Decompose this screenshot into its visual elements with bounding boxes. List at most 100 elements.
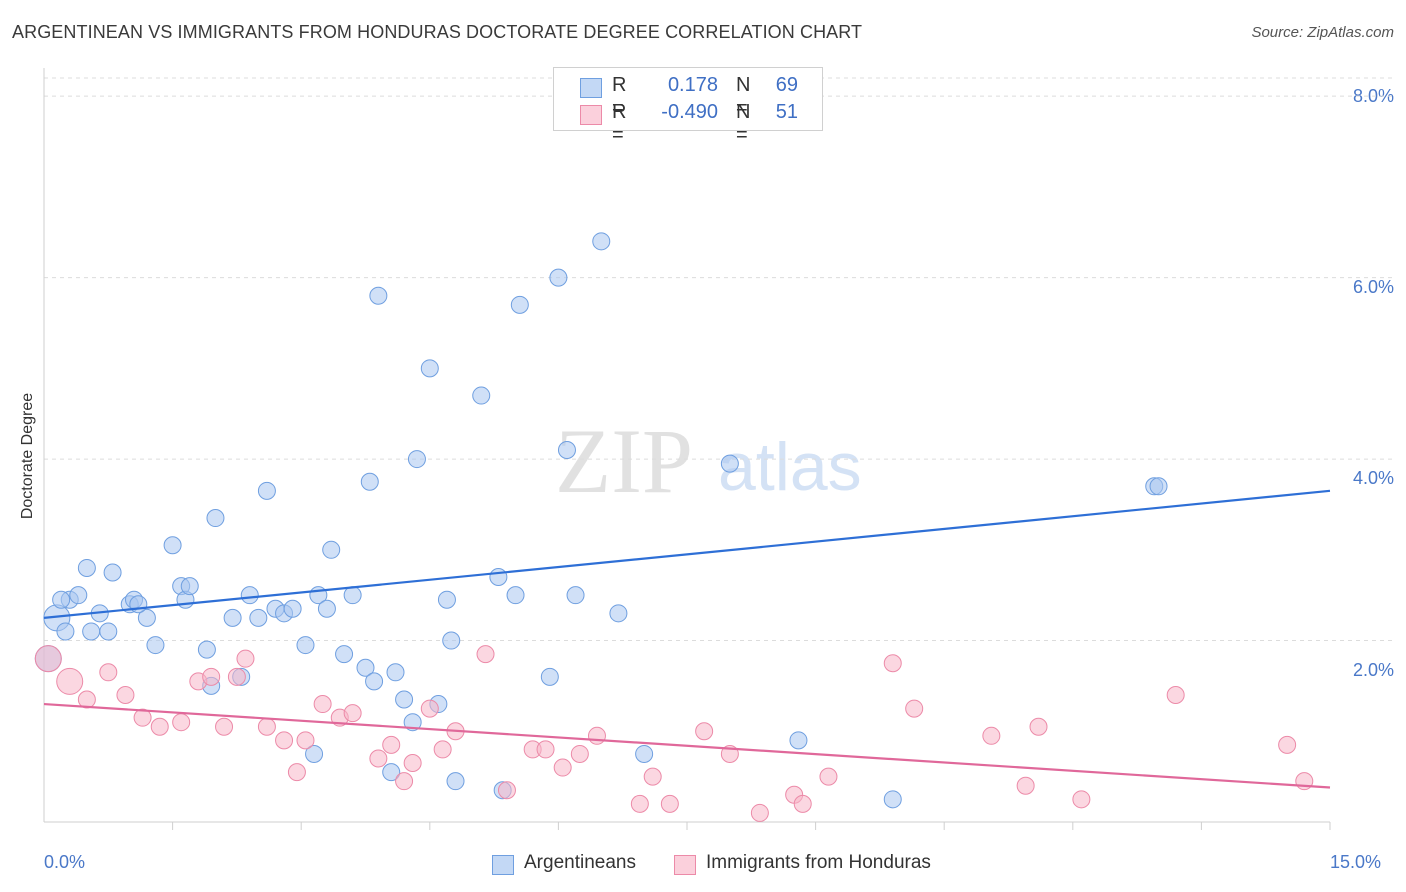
honduras-point: [536, 740, 555, 759]
argentineans-point: [386, 663, 405, 682]
argentineans-point: [635, 744, 654, 763]
honduras-point: [116, 685, 135, 704]
honduras-point: [395, 772, 414, 791]
honduras-point: [133, 708, 152, 727]
argentineans-point: [249, 608, 268, 627]
argentineans-point: [69, 586, 88, 605]
argentineans-point: [240, 586, 259, 605]
argentineans-point: [163, 536, 182, 555]
honduras-point: [905, 699, 924, 718]
argentineans-point: [317, 599, 336, 618]
honduras-point: [77, 690, 96, 709]
honduras-point: [476, 645, 495, 664]
argentineans-point: [472, 386, 491, 405]
argentineans-point: [356, 658, 375, 677]
honduras-point: [1029, 717, 1048, 736]
honduras-point: [287, 763, 306, 782]
honduras-point: [553, 758, 572, 777]
legend-n-label: N =: [736, 101, 751, 146]
honduras-point: [420, 699, 439, 718]
honduras-point: [1166, 685, 1185, 704]
argentineans-point: [395, 690, 414, 709]
honduras-point: [819, 767, 838, 786]
honduras-point: [215, 717, 234, 736]
argentineans-point: [883, 790, 902, 809]
honduras-point: [570, 744, 589, 763]
honduras-point: [150, 717, 169, 736]
watermark-zip: ZIP: [555, 410, 693, 512]
argentineans-point: [146, 636, 165, 655]
honduras-point: [1072, 790, 1091, 809]
honduras-point: [1016, 776, 1035, 795]
argentineans-point: [506, 586, 525, 605]
argentineans-point: [382, 763, 401, 782]
honduras-point: [982, 726, 1001, 745]
honduras-point: [643, 767, 662, 786]
argentineans-point: [1149, 477, 1168, 496]
honduras-point: [403, 754, 422, 773]
honduras-point: [433, 740, 452, 759]
honduras-point: [343, 704, 362, 723]
honduras-point: [296, 731, 315, 750]
argentineans-trend-line: [43, 489, 1331, 619]
legend-swatch: [580, 78, 602, 98]
argentineans-point: [365, 672, 384, 691]
argentineans-point: [489, 568, 508, 587]
honduras-point: [695, 722, 714, 741]
x-tick-label: 0.0%: [44, 852, 86, 872]
argentineans-point: [322, 540, 341, 559]
argentineans-point: [549, 268, 568, 287]
argentineans-point: [335, 645, 354, 664]
argentineans-point: [789, 731, 808, 750]
x-tick-label: 15.0%: [1330, 852, 1382, 872]
argentineans-point: [99, 622, 118, 641]
honduras-point: [257, 717, 276, 736]
legend-r-label: R =: [612, 101, 627, 146]
honduras-point: [313, 695, 332, 714]
legend-n-label: N =: [736, 74, 751, 119]
argentineans-point: [360, 472, 379, 491]
y-tick-label: 2.0%: [1352, 660, 1394, 680]
chart-title: ARGENTINEAN VS IMMIGRANTS FROM HONDURAS …: [12, 22, 863, 42]
honduras-point: [236, 649, 255, 668]
honduras-trend-line: [43, 702, 1331, 789]
honduras-point: [750, 803, 769, 822]
legend-r-value: -0.490: [661, 101, 718, 123]
honduras-point: [660, 794, 679, 813]
argentineans-point: [206, 509, 225, 528]
argentineans-point: [566, 586, 585, 605]
legend-n-value: 69: [775, 74, 798, 96]
honduras-point: [227, 667, 246, 686]
argentineans-point: [609, 604, 628, 623]
honduras-point: [587, 726, 606, 745]
argentineans-point: [407, 450, 426, 469]
honduras-point: [34, 645, 62, 673]
legend-label: Immigrants from Honduras: [706, 852, 931, 873]
argentineans-point: [343, 586, 362, 605]
argentineans-point: [137, 608, 156, 627]
y-tick-label: 4.0%: [1352, 468, 1394, 488]
legend-swatch: [492, 855, 514, 875]
legend-n-value: 51: [775, 101, 798, 123]
honduras-point: [630, 794, 649, 813]
honduras-point: [497, 781, 516, 800]
honduras-point: [793, 794, 812, 813]
honduras-point: [275, 731, 294, 750]
argentineans-point: [257, 481, 276, 500]
argentineans-point: [296, 636, 315, 655]
honduras-point: [883, 654, 902, 673]
honduras-point: [382, 735, 401, 754]
argentineans-point: [305, 744, 324, 763]
argentineans-point: [420, 359, 439, 378]
honduras-point: [202, 667, 221, 686]
argentineans-point: [180, 577, 199, 596]
y-tick-label: 6.0%: [1352, 277, 1394, 297]
argentineans-point: [720, 454, 739, 473]
argentineans-point: [103, 563, 122, 582]
argentineans-point: [557, 441, 576, 459]
argentineans-point: [446, 772, 465, 791]
honduras-point: [56, 667, 84, 695]
honduras-point: [369, 749, 388, 768]
legend-label: Argentineans: [524, 852, 636, 873]
